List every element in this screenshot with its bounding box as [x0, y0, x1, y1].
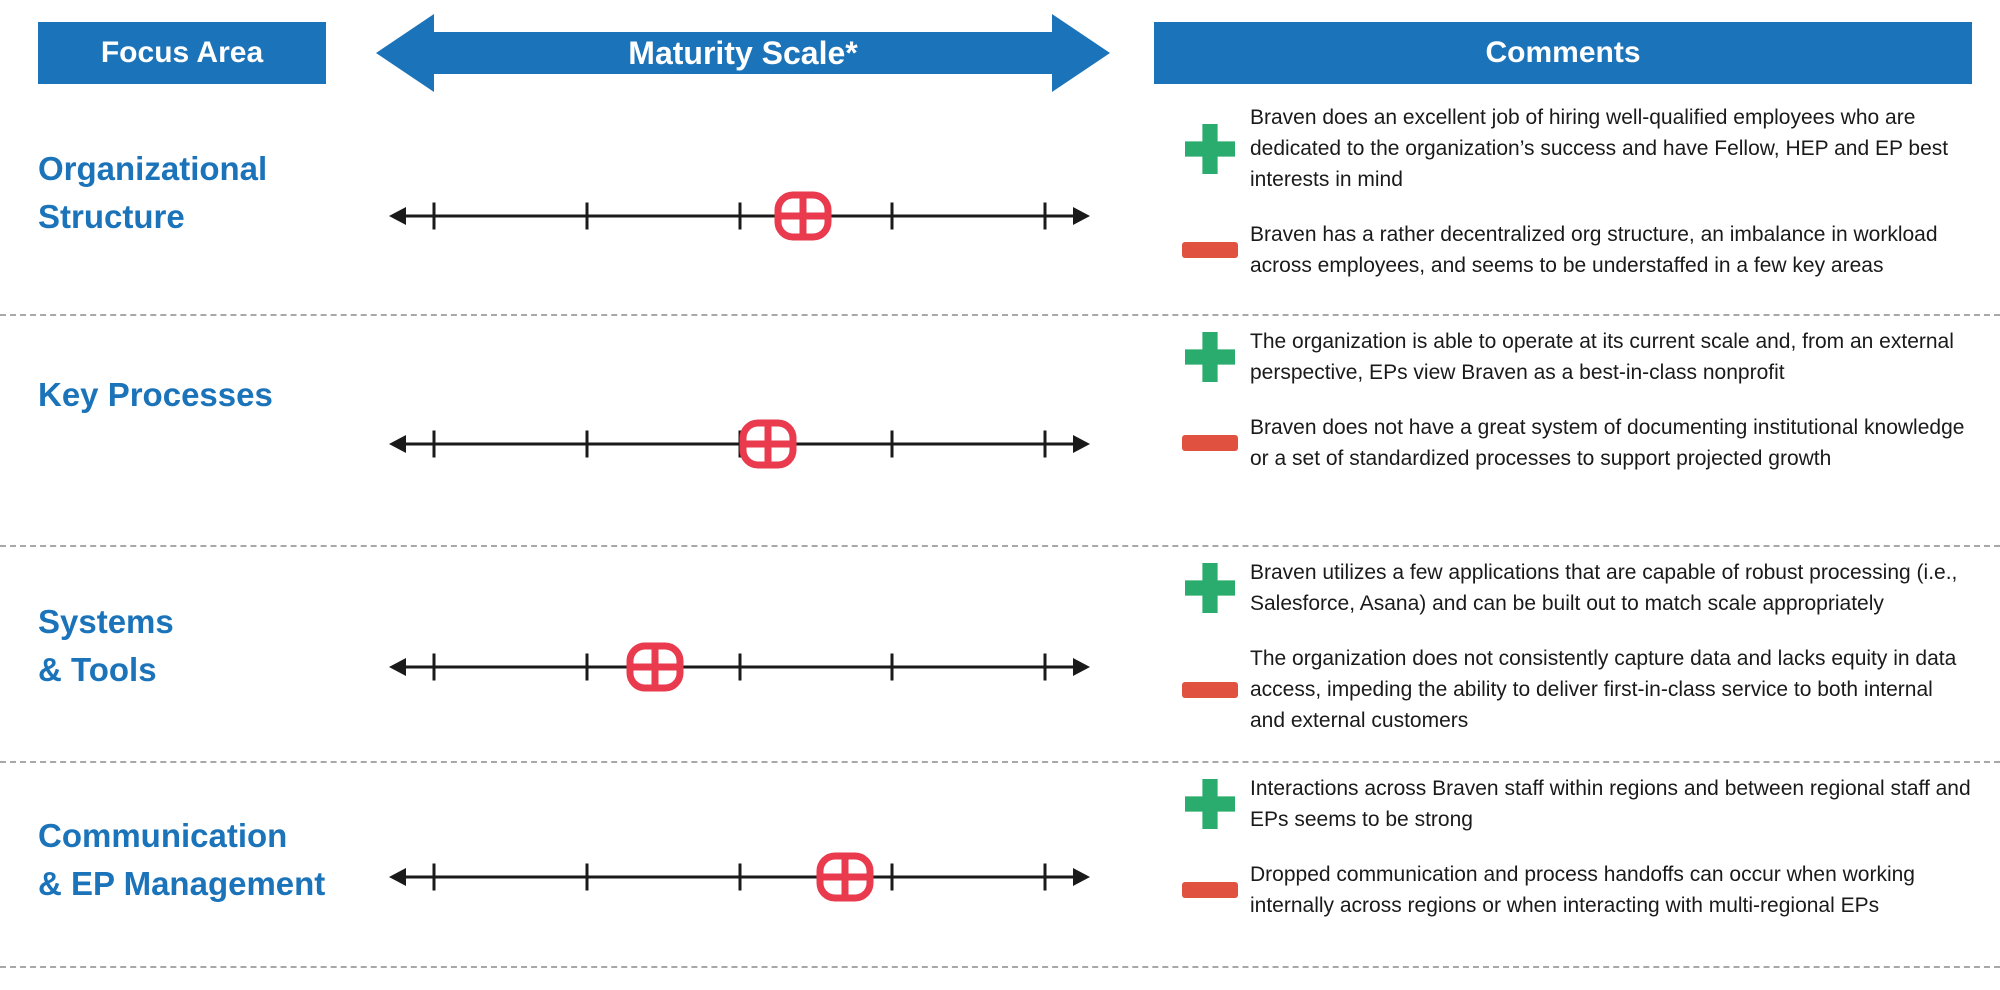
double-arrow-icon: [376, 14, 1110, 92]
axis-left-arrow-icon: [389, 207, 406, 226]
axis-tick: [432, 202, 436, 230]
comments-cell: Braven does an excellent job of hiring w…: [1180, 102, 1980, 281]
focus-area-label: Communication & EP Management: [38, 816, 326, 902]
weakness-comment-text: The organization does not consistently c…: [1250, 647, 1957, 732]
strength-comment: Interactions across Braven staff within …: [1180, 773, 1980, 835]
axis-tick: [585, 430, 589, 458]
axis-tick: [585, 653, 589, 681]
axis-tick: [432, 653, 436, 681]
axis-tick: [890, 202, 894, 230]
axis-tick: [585, 202, 589, 230]
strength-comment: Braven utilizes a few applications that …: [1180, 557, 1980, 619]
axis-right-arrow-icon: [1073, 867, 1090, 886]
maturity-scale-axis: [389, 845, 1090, 909]
axis-tick: [1043, 863, 1047, 891]
comments-cell: The organization is able to operate at i…: [1180, 326, 1980, 474]
axis-tick: [738, 653, 741, 681]
strength-comment: The organization is able to operate at i…: [1180, 326, 1980, 388]
strength-comment-text: Braven utilizes a few applications that …: [1250, 561, 1958, 615]
weakness-comment-text: Braven has a rather decentralized org st…: [1250, 223, 1938, 277]
weakness-comment-text: Braven does not have a great system of d…: [1250, 416, 1965, 470]
axis-right-arrow-icon: [1073, 657, 1090, 676]
strength-comment-text: Braven does an excellent job of hiring w…: [1250, 106, 1949, 191]
axis-tick: [890, 863, 894, 891]
axis-left-arrow-icon: [389, 867, 406, 886]
maturity-scale-axis: [389, 184, 1090, 248]
focus-area-label: Systems & Tools: [38, 603, 174, 689]
strength-comment-text: The organization is able to operate at i…: [1250, 330, 1954, 384]
minus-icon: [1182, 435, 1238, 451]
plus-icon: [1185, 123, 1235, 174]
focus-area-label: Key Processes: [38, 375, 273, 413]
axis-right-arrow-icon: [1073, 207, 1090, 226]
minus-icon: [1182, 882, 1238, 898]
weakness-comment: The organization does not consistently c…: [1180, 643, 1980, 736]
focus-area-header: Focus Area: [38, 22, 326, 84]
axis-tick: [738, 863, 741, 891]
minus-icon: [1182, 681, 1238, 698]
maturity-scale-header: Maturity Scale*: [376, 14, 1110, 92]
axis-tick: [738, 202, 741, 230]
plus-icon: [1185, 563, 1235, 613]
axis-left-arrow-icon: [389, 657, 406, 676]
maturity-marker-icon: [816, 852, 874, 902]
axis-tick: [890, 653, 894, 681]
weakness-comment: Braven does not have a great system of d…: [1180, 412, 1980, 474]
axis-tick: [1043, 653, 1047, 681]
weakness-comment-text: Dropped communication and process handof…: [1250, 863, 1915, 917]
focus-area-label: Organizational Structure: [38, 150, 268, 236]
minus-icon: [1182, 242, 1238, 258]
row-communication-ep-management: Communication & EP Management: [0, 763, 2000, 968]
strength-comment-text: Interactions across Braven staff within …: [1250, 777, 1971, 831]
row-systems-and-tools: Systems & Tools: [0, 547, 2000, 763]
strength-comment: Braven does an excellent job of hiring w…: [1180, 102, 1980, 195]
maturity-scale-axis: [389, 412, 1090, 476]
comments-cell: Interactions across Braven staff within …: [1180, 773, 1980, 921]
axis-right-arrow-icon: [1073, 435, 1090, 454]
axis-tick: [1043, 430, 1047, 458]
row-organizational-structure: Organizational Structure: [0, 92, 2000, 316]
plus-icon: [1185, 779, 1235, 829]
header-row: Focus Area Maturity Scale* Comments: [0, 0, 2000, 92]
maturity-scale-axis: [389, 635, 1090, 699]
maturity-marker-icon: [626, 642, 684, 692]
axis-tick: [432, 863, 436, 891]
axis-tick: [585, 863, 589, 891]
maturity-marker-icon: [739, 419, 797, 469]
axis-tick: [890, 430, 894, 458]
comments-cell: Braven utilizes a few applications that …: [1180, 557, 1980, 736]
axis-tick: [1043, 202, 1047, 230]
row-key-processes: Key Processes: [0, 316, 2000, 547]
axis-tick: [432, 430, 436, 458]
weakness-comment: Dropped communication and process handof…: [1180, 859, 1980, 921]
maturity-marker-icon: [774, 191, 832, 241]
axis-left-arrow-icon: [389, 435, 406, 454]
plus-icon: [1185, 332, 1235, 382]
maturity-scale-header-label: Maturity Scale*: [628, 34, 858, 71]
comments-header: Comments: [1154, 22, 1972, 84]
weakness-comment: Braven has a rather decentralized org st…: [1180, 219, 1980, 281]
rows-container: Organizational Structure: [0, 92, 2000, 968]
